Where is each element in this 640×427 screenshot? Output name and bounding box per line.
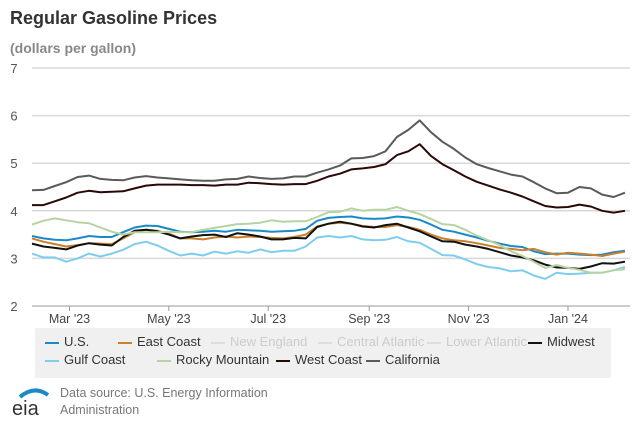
chart-title: Regular Gasoline Prices [10, 8, 218, 28]
series-line-gulf-coast [31, 235, 626, 280]
legend-item-lower-atlantic[interactable]: Lower Atlantic [427, 334, 527, 349]
line-chart: 2 3 4 5 6 7 Mar '23 May '23 Jul '23 Sep '23 Nov '2… [10, 61, 630, 326]
legend-label: Gulf Coast [64, 352, 126, 367]
legend-label: California [385, 352, 440, 367]
legend-swatch [427, 341, 441, 344]
legend: U.S. East Coast New England Central Atlanti… [35, 328, 611, 378]
legend-swatch [157, 359, 171, 362]
legend-label: Central Atlantic [337, 334, 425, 349]
legend-swatch [211, 341, 225, 344]
legend-label: New England [230, 334, 308, 349]
series-line-west-coast [32, 143, 626, 214]
x-tick-label: Nov '23 [448, 312, 490, 326]
legend-item-gulf-coast[interactable]: Gulf Coast [45, 352, 125, 367]
legend-swatch [366, 359, 380, 362]
series-line-u-s [31, 215, 626, 257]
legend-swatch [45, 341, 59, 344]
legend-swatch [118, 341, 132, 344]
legend-swatch [528, 341, 542, 344]
eia-logo: eia [10, 385, 54, 426]
source-line-1: Data source: U.S. Energy Information [60, 386, 268, 400]
legend-label: Lower Atlantic [446, 334, 527, 349]
y-tick-label: 7 [10, 61, 17, 76]
legend-swatch [276, 359, 290, 362]
y-tick-label: 5 [10, 156, 17, 171]
legend-item-california[interactable]: California [366, 352, 440, 367]
x-tick-label: Sep '23 [348, 312, 390, 326]
x-tick-label: Jan '24 [548, 312, 588, 326]
legend-label: West Coast [295, 352, 362, 367]
x-tick-label: May '23 [147, 312, 190, 326]
legend-label: Midwest [547, 334, 595, 349]
legend-swatch [318, 341, 332, 344]
x-tick-label: Jul '23 [250, 312, 286, 326]
y-axis-unit-label: (dollars per gallon) [10, 40, 137, 56]
y-tick-label: 6 [10, 109, 17, 124]
y-tick-label: 2 [10, 299, 17, 314]
legend-swatch [45, 359, 59, 362]
x-tick-label: Mar '23 [49, 312, 90, 326]
legend-item-u-s[interactable]: U.S. [45, 334, 89, 349]
legend-item-west-coast[interactable]: West Coast [276, 352, 362, 367]
y-tick-label: 3 [10, 251, 17, 266]
legend-item-central-atlantic[interactable]: Central Atlantic [318, 334, 424, 349]
legend-item-east-coast[interactable]: East Coast [118, 334, 201, 349]
legend-label: U.S. [64, 334, 90, 349]
series-line-california [31, 119, 626, 198]
data-source: Data source: U.S. Energy Information Adm… [60, 385, 268, 419]
legend-item-midwest[interactable]: Midwest [528, 334, 595, 349]
svg-text:eia: eia [12, 398, 40, 420]
source-line-2: Administration [60, 403, 140, 417]
y-tick-label: 4 [10, 204, 17, 219]
legend-item-new-england[interactable]: New England [211, 334, 307, 349]
legend-label: East Coast [137, 334, 201, 349]
legend-label: Rocky Mountain [176, 352, 270, 367]
legend-item-rocky-mountain[interactable]: Rocky Mountain [157, 352, 269, 367]
series-line-rocky-mountain [31, 206, 626, 274]
